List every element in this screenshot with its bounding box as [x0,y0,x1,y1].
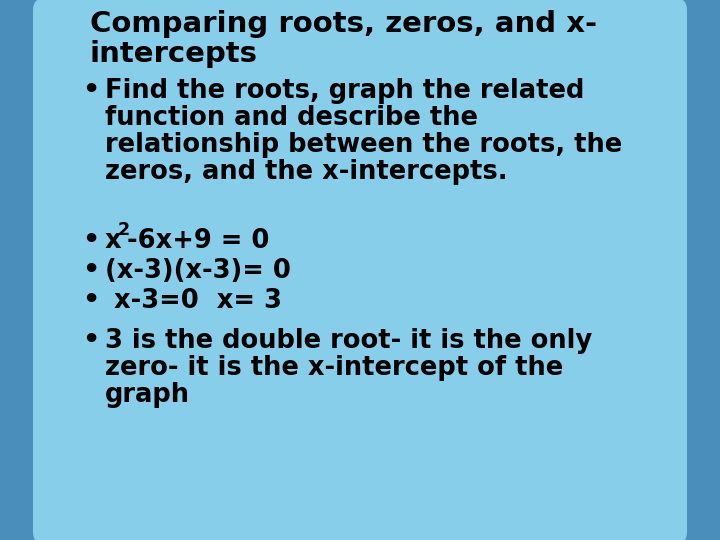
Text: •: • [82,228,99,254]
Text: (x-3)(x-3)= 0: (x-3)(x-3)= 0 [105,258,291,284]
Text: x-3=0  x= 3: x-3=0 x= 3 [105,288,282,314]
Text: •: • [82,328,99,354]
Text: zero- it is the x-intercept of the: zero- it is the x-intercept of the [105,355,563,381]
Text: intercepts: intercepts [90,40,258,68]
Text: •: • [82,78,99,104]
Text: zeros, and the x-intercepts.: zeros, and the x-intercepts. [105,159,508,185]
Text: -6x+9 = 0: -6x+9 = 0 [127,228,269,254]
FancyBboxPatch shape [33,0,687,540]
Text: Find the roots, graph the related: Find the roots, graph the related [105,78,585,104]
Text: 2: 2 [118,221,130,239]
Text: •: • [82,288,99,314]
Text: Comparing roots, zeros, and x-: Comparing roots, zeros, and x- [90,10,597,38]
Text: x: x [105,228,122,254]
Text: •: • [82,258,99,284]
Text: graph: graph [105,382,190,408]
Text: function and describe the: function and describe the [105,105,478,131]
Text: 3 is the double root- it is the only: 3 is the double root- it is the only [105,328,592,354]
Text: relationship between the roots, the: relationship between the roots, the [105,132,622,158]
